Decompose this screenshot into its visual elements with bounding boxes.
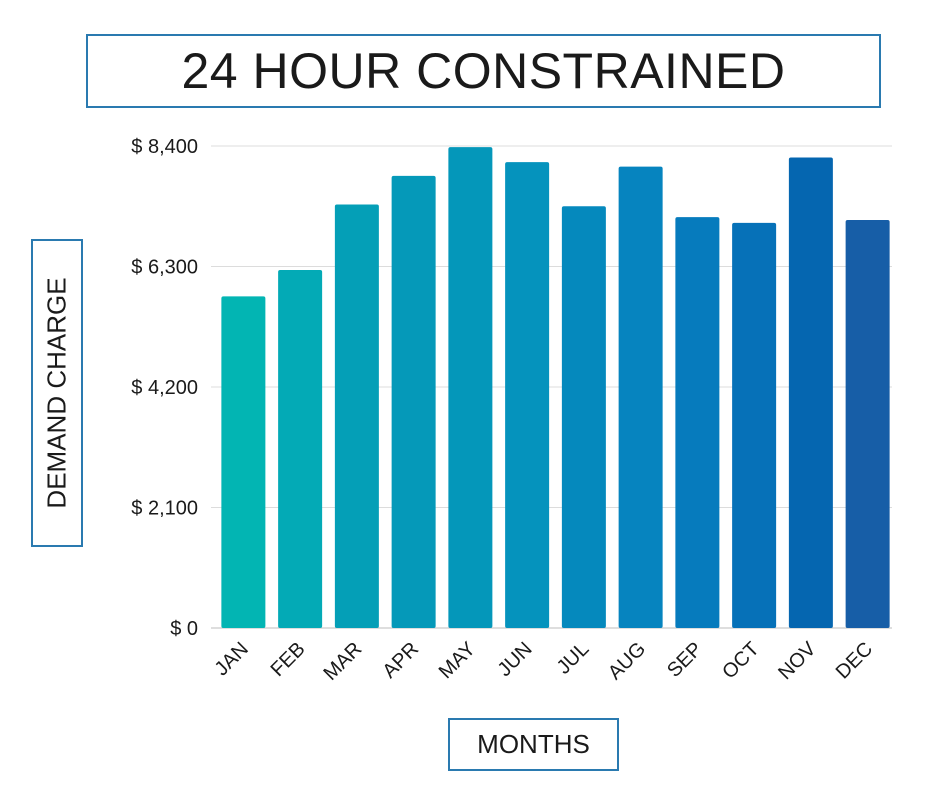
bar-jan [221, 296, 266, 628]
bar-aug [618, 166, 663, 628]
chart-title: 24 HOUR CONSTRAINED [181, 43, 786, 99]
y-tick-label: $ 4,200 [131, 377, 198, 399]
bar-feb [278, 269, 323, 628]
x-tick-label: JUL [553, 638, 594, 679]
x-tick-label: NOV [774, 638, 821, 685]
bar-sep [675, 217, 720, 628]
x-axis-label: MONTHS [477, 729, 590, 759]
x-tick-label: MAY [435, 638, 480, 683]
x-tick-label: APR [379, 638, 424, 683]
x-axis-label-box: MONTHS [448, 718, 619, 771]
x-tick-label: DEC [832, 638, 877, 683]
bar-apr [391, 175, 436, 629]
y-tick-label: $ 2,100 [131, 498, 198, 520]
x-tick-label: JUN [494, 638, 537, 681]
x-tick-label: OCT [718, 638, 763, 683]
chart-title-box: 24 HOUR CONSTRAINED [86, 34, 881, 108]
bar-jul [561, 206, 606, 628]
x-tick-label: FEB [267, 638, 310, 681]
y-tick-label: $ 8,400 [131, 136, 198, 158]
bar-may [448, 147, 493, 628]
x-tick-label: JAN [211, 638, 253, 680]
x-tick-label: SEP [663, 638, 707, 682]
bar-mar [334, 204, 379, 628]
x-tick-label: AUG [604, 638, 650, 684]
bar-nov [788, 157, 833, 628]
bar-oct [732, 222, 777, 628]
x-tick-label: MAR [319, 638, 366, 685]
y-tick-label: $ 6,300 [131, 257, 198, 279]
y-tick-label: $ 0 [170, 618, 198, 640]
bar-jun [505, 162, 550, 629]
bar-dec [845, 220, 890, 628]
y-axis-label-box: DEMAND CHARGE [31, 239, 83, 547]
